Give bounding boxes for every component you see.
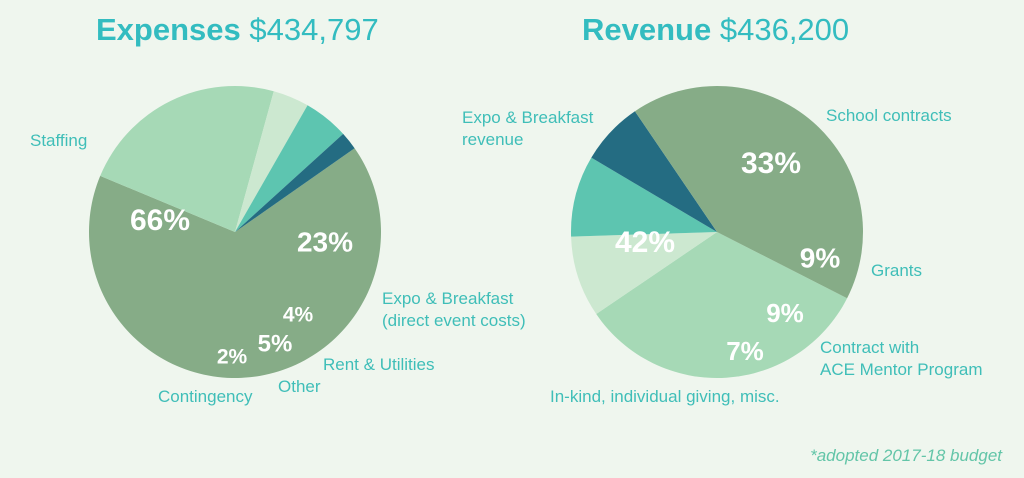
revenue-category-label: Contract with ACE Mentor Program bbox=[820, 338, 983, 379]
expense-slice-rent-utilities bbox=[235, 91, 308, 233]
expense-pct-label: 5% bbox=[258, 330, 293, 357]
revenue-total: $436,200 bbox=[719, 12, 850, 47]
revenue-category-label: Grants bbox=[871, 261, 922, 280]
revenue-pct-label: 33% bbox=[741, 147, 801, 180]
expense-pct-label: 4% bbox=[283, 304, 314, 327]
expense-pct-label: 23% bbox=[297, 226, 353, 257]
expense-pct-label: 66% bbox=[130, 204, 190, 237]
expense-slice-contingency bbox=[235, 133, 355, 232]
revenue-pct-label: 7% bbox=[726, 336, 764, 366]
expenses-title: Expenses $434,797 bbox=[96, 12, 379, 48]
expense-pct-label: 2% bbox=[217, 346, 248, 369]
expenses-total: $434,797 bbox=[249, 12, 379, 47]
revenue-pct-label: 9% bbox=[766, 298, 804, 328]
revenue-slice-grants bbox=[571, 232, 717, 315]
expense-slice-staffing bbox=[88, 148, 381, 378]
expense-slice-expo-breakfast-direct-event-costs bbox=[100, 85, 274, 233]
revenue-category-label: School contracts bbox=[826, 106, 952, 125]
revenue-slice-contract-with-ace-mentor-program bbox=[570, 157, 717, 237]
revenue-category-label: Expo & Breakfast revenue bbox=[462, 108, 594, 149]
revenue-slice-school-contracts bbox=[596, 232, 848, 378]
expense-category-label: Rent & Utilities bbox=[323, 355, 434, 374]
expense-category-label: Expo & Breakfast (direct event costs) bbox=[382, 289, 526, 330]
revenue-category-label: In-kind, individual giving, misc. bbox=[550, 387, 780, 406]
revenue-title: Revenue $436,200 bbox=[582, 12, 849, 48]
revenue-slice-expo-breakfast-revenue bbox=[634, 86, 863, 299]
expense-slice-other bbox=[235, 105, 344, 232]
revenue-slice-slice-3 bbox=[591, 111, 717, 232]
expense-category-label: Contingency bbox=[158, 387, 253, 406]
revenue-pct-label: 42% bbox=[615, 226, 675, 259]
footnote: *adopted 2017-18 budget bbox=[810, 446, 1002, 465]
revenue-pct-label: 9% bbox=[800, 242, 841, 273]
expenses-title-text: Expenses bbox=[96, 12, 241, 47]
expense-category-label: Staffing bbox=[30, 131, 87, 150]
revenue-title-text: Revenue bbox=[582, 12, 712, 47]
expense-category-label: Other bbox=[278, 377, 321, 396]
